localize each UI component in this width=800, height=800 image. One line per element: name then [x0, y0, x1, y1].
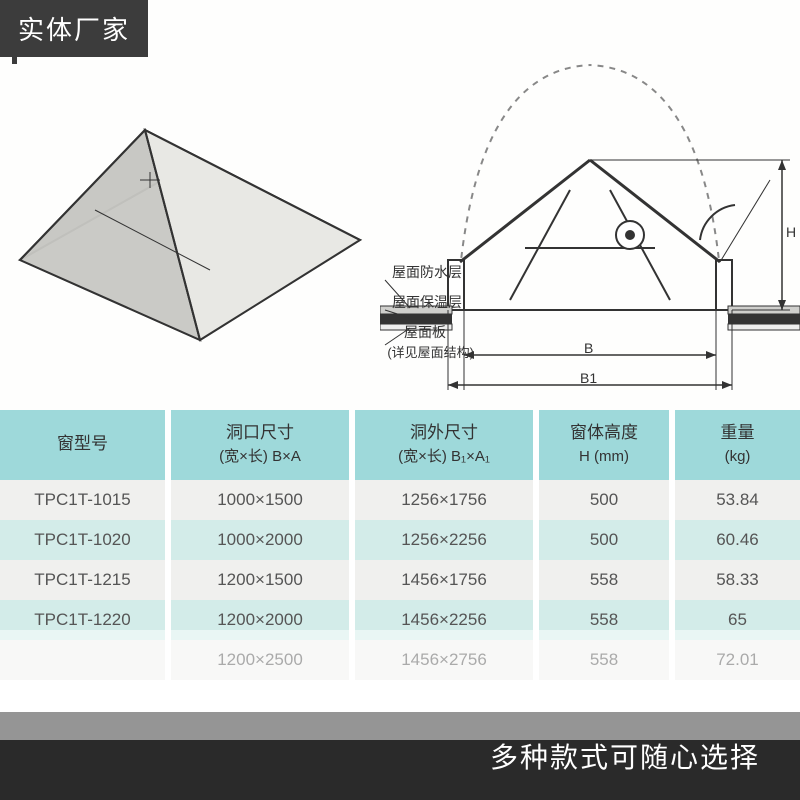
table-header: 窗型号 洞口尺寸(宽×长) B×A 洞外尺寸(宽×长) B₁×A₁ 窗体高度H …	[0, 410, 800, 480]
table-row: 1200×25001456×275655872.01	[0, 640, 800, 680]
th-opening: 洞口尺寸(宽×长) B×A	[168, 410, 352, 480]
table-cell: TPC1T-1015	[0, 480, 168, 520]
badge-top-left: 实体厂家	[0, 0, 148, 57]
table-cell: 1456×2256	[352, 600, 536, 640]
table-cell: 500	[536, 520, 672, 560]
table-cell: 1000×1500	[168, 480, 352, 520]
diagram-section: 屋面防水层 屋面保温层 屋面板 (详见屋面结构) B B1 H	[380, 10, 800, 400]
table-cell: 72.01	[672, 640, 800, 680]
table-cell	[0, 640, 168, 680]
table-cell: 558	[536, 640, 672, 680]
table-cell: 1200×2000	[168, 600, 352, 640]
table-cell: 53.84	[672, 480, 800, 520]
accent-bar	[12, 46, 17, 64]
table-cell: 1000×2000	[168, 520, 352, 560]
label-insulation: 屋面保温层	[392, 292, 462, 312]
diagram-3d-skylight	[0, 60, 380, 380]
diagram-area: 屋面防水层 屋面保温层 屋面板 (详见屋面结构) B B1 H	[0, 0, 800, 410]
th-outer: 洞外尺寸(宽×长) B₁×A₁	[352, 410, 536, 480]
badge-text: 实体厂家	[18, 15, 130, 45]
dim-b1: B1	[580, 370, 597, 386]
th-model: 窗型号	[0, 410, 168, 480]
bottom-banner-text: 多种款式可随心选择	[490, 736, 760, 776]
table-cell: 1256×1756	[352, 480, 536, 520]
table-cell: 1200×1500	[168, 560, 352, 600]
th-weight: 重量(kg)	[672, 410, 800, 480]
th-height: 窗体高度H (mm)	[536, 410, 672, 480]
table-row: TPC1T-12151200×15001456×175655858.33	[0, 560, 800, 600]
table-cell: 58.33	[672, 560, 800, 600]
table-row: TPC1T-12201200×20001456×225655865	[0, 600, 800, 640]
table-row: TPC1T-10201000×20001256×225650060.46	[0, 520, 800, 560]
table-cell: TPC1T-1215	[0, 560, 168, 600]
table-cell: 1456×2756	[352, 640, 536, 680]
table-cell: 558	[536, 600, 672, 640]
table-cell: 1200×2500	[168, 640, 352, 680]
table-body: TPC1T-10151000×15001256×175650053.84TPC1…	[0, 480, 800, 680]
bottom-banner: 多种款式可随心选择	[0, 712, 800, 800]
table-cell: 65	[672, 600, 800, 640]
label-note: (详见屋面结构)	[387, 342, 474, 361]
label-waterproof: 屋面防水层	[392, 262, 462, 282]
table-cell: TPC1T-1220	[0, 600, 168, 640]
table-cell: 558	[536, 560, 672, 600]
label-roof-panel: 屋面板	[404, 322, 446, 342]
table-cell: TPC1T-1020	[0, 520, 168, 560]
dim-h: H	[786, 224, 796, 240]
table-cell: 60.46	[672, 520, 800, 560]
table-cell: 500	[536, 480, 672, 520]
table-cell: 1456×1756	[352, 560, 536, 600]
table-cell: 1256×2256	[352, 520, 536, 560]
spec-table-container: 窗型号 洞口尺寸(宽×长) B×A 洞外尺寸(宽×长) B₁×A₁ 窗体高度H …	[0, 410, 800, 680]
dim-b: B	[584, 340, 593, 356]
spec-table: 窗型号 洞口尺寸(宽×长) B×A 洞外尺寸(宽×长) B₁×A₁ 窗体高度H …	[0, 410, 800, 680]
table-row: TPC1T-10151000×15001256×175650053.84	[0, 480, 800, 520]
